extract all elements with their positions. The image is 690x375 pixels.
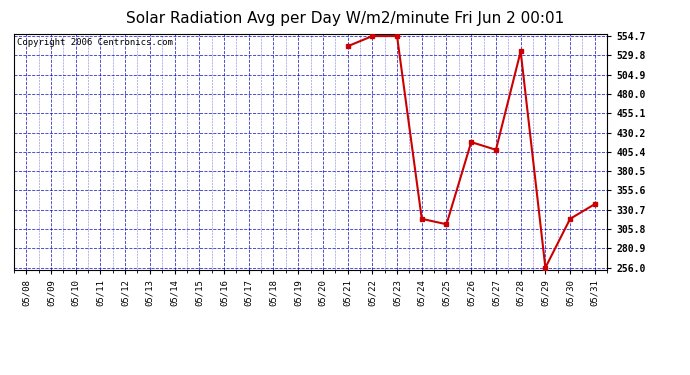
Text: Copyright 2006 Centronics.com: Copyright 2006 Centronics.com [17, 39, 172, 48]
Text: Solar Radiation Avg per Day W/m2/minute Fri Jun 2 00:01: Solar Radiation Avg per Day W/m2/minute … [126, 11, 564, 26]
